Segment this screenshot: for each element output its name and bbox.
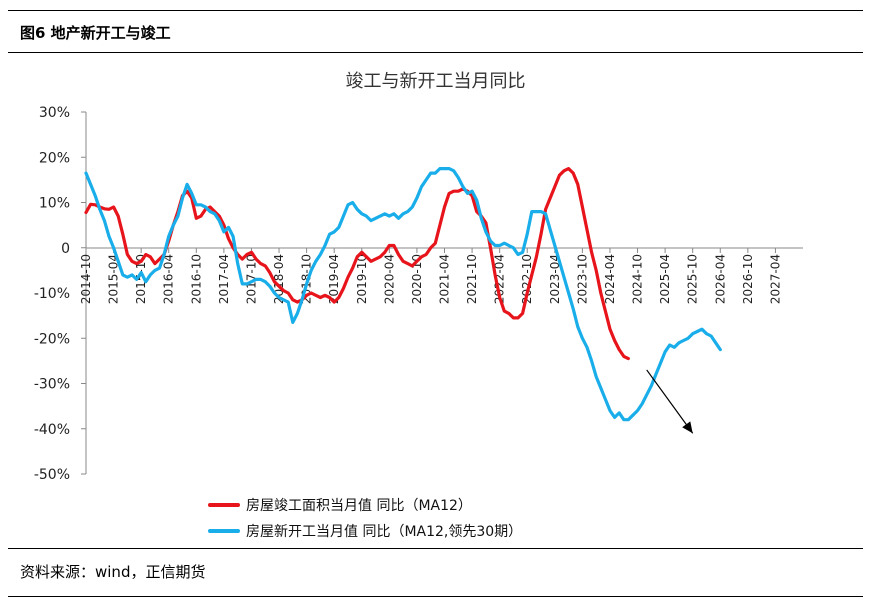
- y-tick-label: -20%: [34, 331, 70, 347]
- x-tick-label: 2022-04: [493, 254, 507, 304]
- chart-annotations: [646, 369, 694, 434]
- x-tick-label: 2025-10: [686, 254, 700, 304]
- bottom-rule: [8, 596, 863, 597]
- x-tick-label: 2017-10: [244, 254, 258, 304]
- header-rule: [8, 52, 863, 53]
- y-tick-label: -40%: [34, 422, 70, 438]
- y-tick-label: 20%: [39, 150, 70, 166]
- x-tick-label: 2016-10: [189, 254, 203, 304]
- x-tick-label: 2023-04: [548, 254, 562, 304]
- x-tick-label: 2024-04: [603, 254, 617, 304]
- x-tick-label: 2021-04: [438, 254, 452, 304]
- y-tick-label: 30%: [39, 105, 70, 121]
- x-tick-label: 2023-10: [575, 254, 589, 304]
- x-tick-label: 2016-04: [162, 254, 176, 304]
- chart-axes: 30% 20% 10% 0 -10% -20% -30% -40% -50% 2014-10 201…: [34, 105, 803, 483]
- y-tick-label: -50%: [34, 467, 70, 483]
- legend-swatch-new-starts: [208, 529, 240, 533]
- legend-label-new-starts: 房屋新开工当月值 同比（MA12,领先30期）: [246, 524, 523, 540]
- legend-item-completion: 房屋竣工面积当月值 同比（MA12）: [208, 492, 522, 518]
- y-tick-label: 10%: [39, 196, 70, 212]
- y-tick-label: -10%: [34, 286, 70, 302]
- x-tick-label: 2015-04: [107, 254, 121, 304]
- x-tick-label: 2024-10: [631, 254, 645, 304]
- x-tick-label: 2026-10: [741, 254, 755, 304]
- x-tick-label: 2025-04: [658, 254, 672, 304]
- y-tick-label: -30%: [34, 377, 70, 393]
- y-tick-label: 0: [61, 241, 70, 257]
- top-rule: [8, 10, 863, 11]
- x-tick-label: 2019-10: [355, 254, 369, 304]
- chart-title: 竣工与新开工当月同比: [345, 71, 526, 92]
- x-tick-label: 2019-04: [327, 254, 341, 304]
- x-tick-label: 2021-10: [465, 254, 479, 304]
- legend-item-new-starts: 房屋新开工当月值 同比（MA12,领先30期）: [208, 518, 522, 544]
- footer-rule: [8, 548, 863, 549]
- trend-arrow-head: [682, 421, 693, 434]
- series-line-new-starts: [84, 167, 722, 422]
- x-tick-label: 2017-04: [217, 254, 231, 304]
- figure-label: 图6 地产新开工与竣工: [20, 23, 171, 42]
- source-note: 资料来源：wind，正信期货: [20, 563, 206, 581]
- x-tick-label: 2020-04: [382, 254, 396, 304]
- legend-label-completion: 房屋竣工面积当月值 同比（MA12）: [246, 498, 472, 514]
- x-tick-label: 2026-04: [713, 254, 727, 304]
- figure-header: 图6 地产新开工与竣工: [8, 12, 863, 52]
- x-tick-label: 2015-10: [134, 254, 148, 304]
- x-tick-label: 2027-04: [768, 254, 782, 304]
- chart-legend: 房屋竣工面积当月值 同比（MA12） 房屋新开工当月值 同比（MA12,领先30…: [208, 492, 522, 544]
- x-tick-label: 2014-10: [79, 254, 93, 304]
- trend-arrow-line: [646, 369, 694, 434]
- chart-series: [84, 167, 722, 422]
- x-tick-label: 2022-10: [520, 254, 534, 304]
- legend-swatch-completion: [208, 503, 240, 507]
